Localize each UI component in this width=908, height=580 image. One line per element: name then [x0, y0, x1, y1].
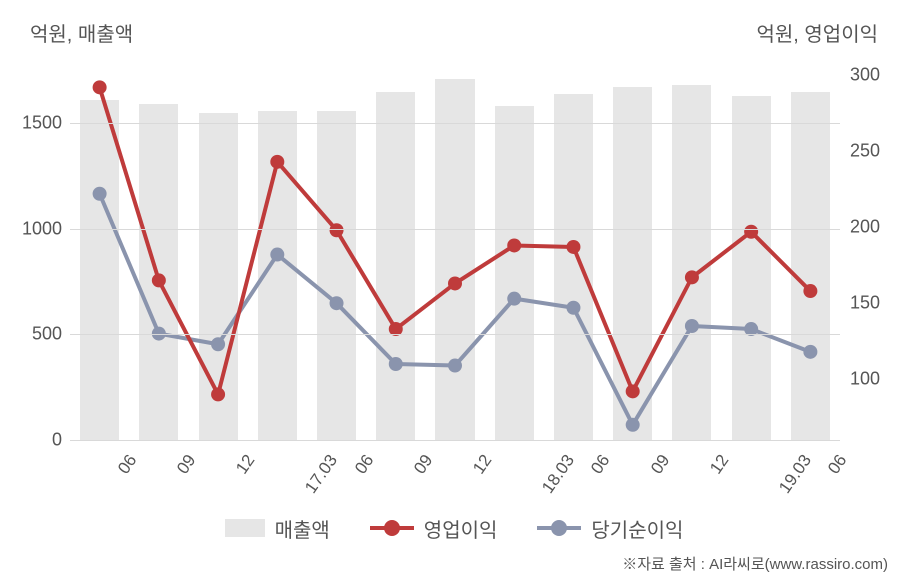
- grid-line: [70, 334, 840, 335]
- series-marker: [448, 276, 462, 290]
- y-right-tick-label: 100: [850, 369, 880, 390]
- plot-area: [70, 60, 840, 440]
- x-tick-label: 12: [232, 451, 259, 478]
- x-axis-labels: 06091217.0306091218.0306091219.0306: [70, 445, 840, 505]
- x-tick-label: 09: [647, 451, 674, 478]
- credit-text: ※자료 출처 : AI라씨로(www.rassiro.com): [622, 553, 888, 574]
- x-tick-label: 09: [410, 451, 437, 478]
- legend-label-line2: 당기순이익: [591, 514, 683, 543]
- x-tick-label: 12: [706, 451, 733, 478]
- legend-swatch-bar: [225, 519, 265, 537]
- grid-line: [70, 440, 840, 441]
- series-marker: [389, 357, 403, 371]
- y-left-tick-label: 1500: [22, 113, 62, 134]
- financial-chart: 억원, 매출액 억원, 영업이익 06 09 12 17.03 06 09 12 18.03 0…: [0, 0, 908, 580]
- x-tick-label: 18.03: [538, 451, 579, 497]
- series-marker: [330, 296, 344, 310]
- series-marker: [566, 240, 580, 254]
- series-marker: [270, 248, 284, 262]
- series-marker: [448, 359, 462, 373]
- series-marker: [566, 301, 580, 315]
- y-right-tick-label: 150: [850, 293, 880, 314]
- series-line: [100, 87, 811, 394]
- legend-label-bars: 매출액: [275, 514, 330, 543]
- legend: 매출액 영업이익 당기순이익: [0, 510, 908, 546]
- series-marker: [270, 155, 284, 169]
- y-left-tick-label: 1000: [22, 218, 62, 239]
- y-right-axis-title: 억원, 영업이익: [756, 18, 878, 47]
- series-marker: [93, 187, 107, 201]
- series-marker: [626, 418, 640, 432]
- grid-line: [70, 229, 840, 230]
- series-marker: [626, 384, 640, 398]
- x-tick-label: 17.03: [301, 451, 342, 497]
- y-right-tick-label: 250: [850, 141, 880, 162]
- series-marker: [211, 387, 225, 401]
- series-marker: [330, 223, 344, 237]
- legend-item-bars: 매출액: [225, 514, 330, 543]
- legend-item-line2: 당기순이익: [537, 514, 683, 543]
- series-marker: [93, 80, 107, 94]
- series-marker: [211, 337, 225, 351]
- x-tick-label: 06: [588, 451, 615, 478]
- x-tick-label: 06: [114, 451, 141, 478]
- x-tick-label: 12: [469, 451, 496, 478]
- series-marker: [685, 270, 699, 284]
- y-right-tick-label: 200: [850, 217, 880, 238]
- y-left-axis-title: 억원, 매출액: [30, 18, 133, 47]
- series-marker: [685, 319, 699, 333]
- series-marker: [803, 284, 817, 298]
- series-marker: [507, 292, 521, 306]
- x-tick-label: 06: [824, 451, 851, 478]
- y-left-tick-label: 500: [32, 324, 62, 345]
- y-left-tick-label: 0: [52, 430, 62, 451]
- legend-swatch-line1: [370, 518, 414, 538]
- x-tick-label: 19.03: [775, 451, 816, 497]
- series-marker: [744, 225, 758, 239]
- lines-layer: [70, 60, 840, 440]
- grid-line: [70, 123, 840, 124]
- legend-label-line1: 영업이익: [424, 514, 498, 543]
- legend-swatch-line2: [537, 518, 581, 538]
- series-marker: [803, 345, 817, 359]
- series-marker: [152, 273, 166, 287]
- series-marker: [507, 238, 521, 252]
- x-tick-label: 06: [351, 451, 378, 478]
- legend-item-line1: 영업이익: [370, 514, 498, 543]
- x-tick-label: 09: [173, 451, 200, 478]
- y-right-tick-label: 300: [850, 65, 880, 86]
